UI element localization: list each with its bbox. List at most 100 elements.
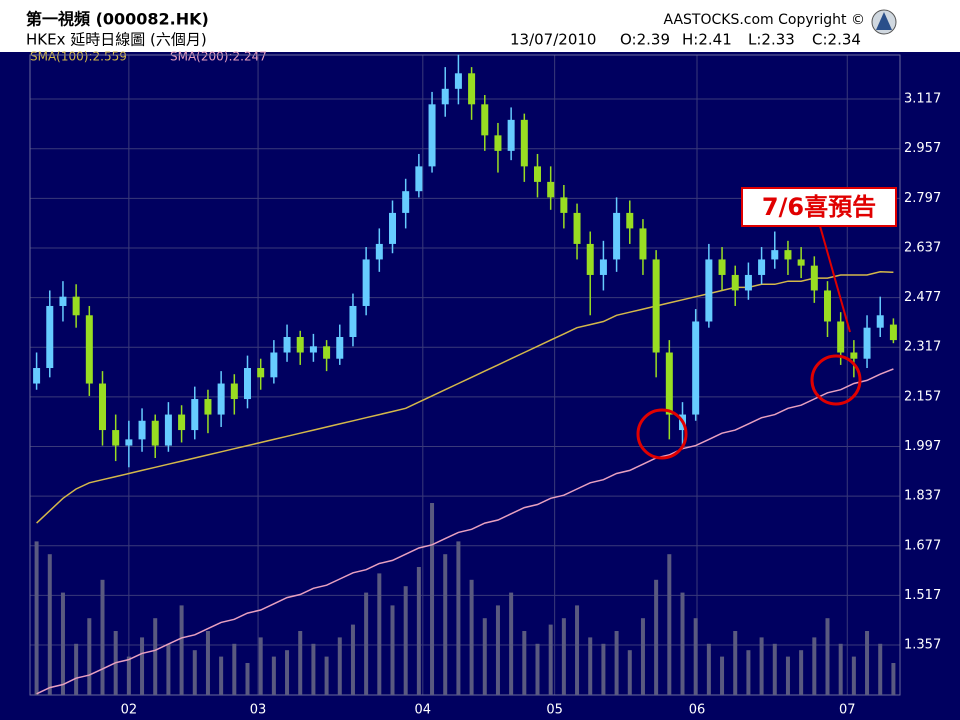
volume-bar <box>350 624 355 695</box>
candle-body <box>560 197 568 213</box>
highlight-circle <box>636 408 688 460</box>
candle-body <box>850 352 858 359</box>
candle-body <box>164 414 172 446</box>
candle-body <box>151 420 159 446</box>
volume-bar <box>561 618 566 695</box>
y-tick-label: 2.637 <box>904 240 941 255</box>
x-tick-label: 02 <box>121 703 138 718</box>
volume-bar <box>785 656 790 695</box>
volume-bar <box>759 637 764 695</box>
volume-bar <box>87 618 92 695</box>
volume-bar <box>733 631 738 695</box>
volume-bar <box>232 643 237 695</box>
candle-body <box>33 368 41 384</box>
volume-bar <box>430 503 435 695</box>
candle-body <box>586 243 594 275</box>
y-tick-label: 1.997 <box>904 439 941 454</box>
candle-body <box>810 265 818 291</box>
candle-body <box>46 305 54 369</box>
volume-bar <box>100 579 105 695</box>
candle-body <box>349 305 357 337</box>
candle-body <box>125 439 133 446</box>
volume-bar <box>60 592 65 695</box>
x-tick-label: 07 <box>839 703 856 718</box>
volume-bar <box>535 643 540 695</box>
candle-body <box>837 321 845 353</box>
volume-bar <box>245 663 250 695</box>
candle-body <box>692 321 700 415</box>
candle-body <box>59 296 67 306</box>
candle-body <box>797 259 805 266</box>
candle-body <box>138 420 146 440</box>
candle-body <box>731 274 739 291</box>
candle-body <box>257 368 265 378</box>
candle-body <box>626 212 634 229</box>
y-tick-label: 1.837 <box>904 489 941 504</box>
candle-body <box>520 119 528 167</box>
candle-body <box>599 259 607 275</box>
candle-body <box>876 315 884 328</box>
volume-bar <box>311 643 316 695</box>
header-background <box>0 0 960 52</box>
candle-body <box>744 274 752 291</box>
candle-body <box>771 250 779 260</box>
volume-bar <box>509 592 514 695</box>
candle-body <box>573 212 581 244</box>
volume-bar <box>891 663 896 695</box>
volume-bar <box>693 618 698 695</box>
volume-bar <box>627 650 632 695</box>
volume-bar <box>667 554 672 695</box>
volume-bar <box>680 592 685 695</box>
volume-bar <box>614 631 619 695</box>
candle-body <box>244 368 251 400</box>
y-tick-label: 1.517 <box>904 588 941 603</box>
plot-frame <box>29 54 901 696</box>
y-tick-label: 2.957 <box>904 141 941 156</box>
candle-body <box>665 352 673 415</box>
candle-body <box>323 346 331 359</box>
legend-entry: SMA(200):2.247 <box>170 50 267 64</box>
volume-bar <box>416 567 421 695</box>
volume-bar <box>469 579 474 695</box>
legend-entry: SMA(100):2.559 <box>30 50 127 64</box>
candle-body <box>415 166 423 192</box>
volume-bar <box>522 631 527 695</box>
candle-body <box>481 104 489 136</box>
volume-bar <box>166 643 171 695</box>
volume-bar <box>298 631 303 695</box>
candle-body <box>230 383 238 400</box>
candle-body <box>613 212 621 260</box>
volume-bar <box>377 573 382 695</box>
candle-body <box>889 324 897 341</box>
candle-body <box>178 414 186 431</box>
plot-area: SMA(100):2.559 SMA(200):2.247 3.117 2.957 2.… <box>29 50 941 718</box>
volume-bar <box>772 643 777 695</box>
candle-body <box>217 383 225 415</box>
quote-field: L:2.33 <box>748 31 795 49</box>
y-tick-label: 2.317 <box>904 340 941 355</box>
volume-bar <box>271 656 276 695</box>
candle-body <box>72 296 80 316</box>
volume-bar <box>548 624 553 695</box>
volume-bar <box>192 650 197 695</box>
candle-body <box>362 259 370 306</box>
volume-bar <box>654 579 659 695</box>
volume-bar <box>219 656 224 695</box>
candle-body <box>639 228 647 260</box>
logo-mark <box>876 12 892 30</box>
candle-body <box>336 336 344 359</box>
volume-bar <box>364 592 369 695</box>
volume-bar <box>575 605 580 695</box>
chart-subtitle: HKEx 延時日線圖 (六個月) <box>26 31 207 49</box>
quote-field: C:2.34 <box>812 31 861 49</box>
candle-body <box>718 259 726 275</box>
volume-bar <box>838 643 843 695</box>
y-tick-label: 3.117 <box>904 92 941 107</box>
volume-bar <box>720 656 725 695</box>
logo <box>871 9 897 35</box>
candle-body <box>758 259 766 275</box>
highlight-circle <box>810 354 862 406</box>
